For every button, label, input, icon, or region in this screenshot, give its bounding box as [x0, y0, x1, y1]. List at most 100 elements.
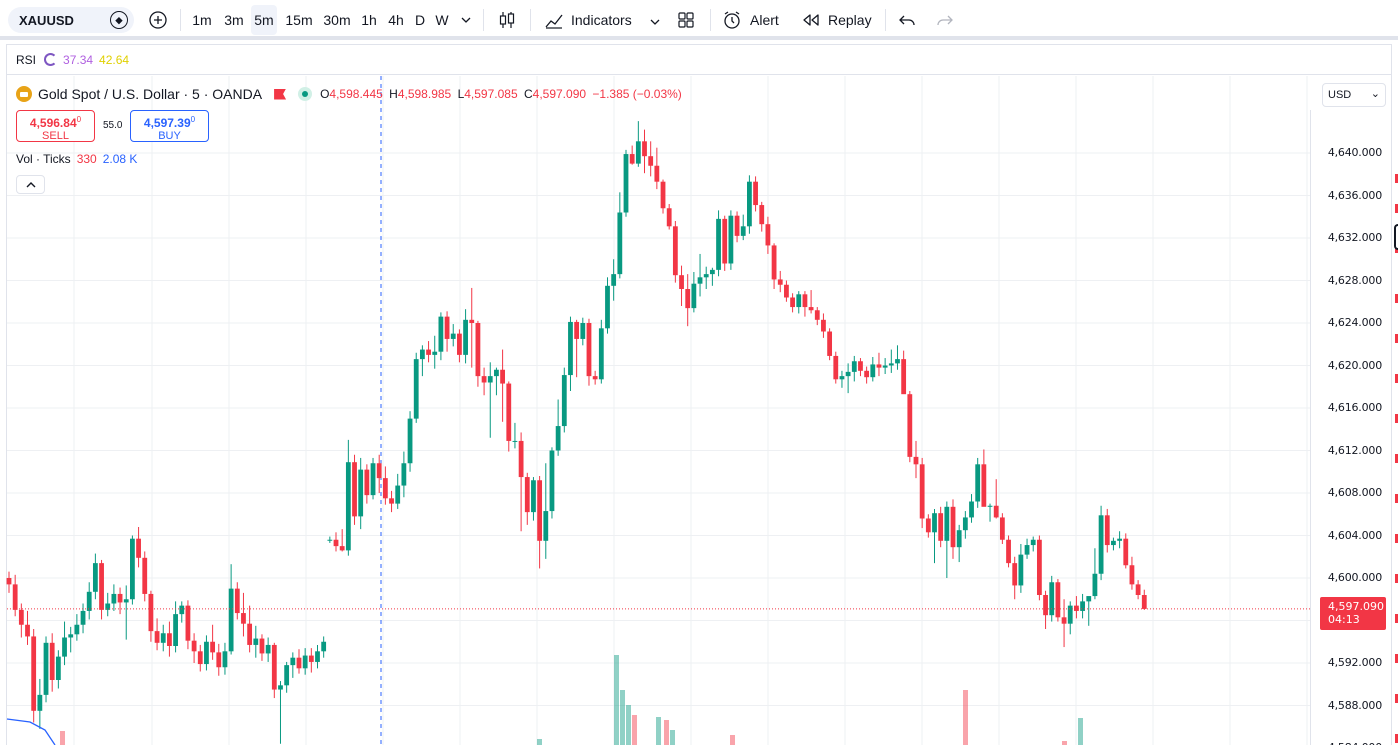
chart-pane[interactable] [6, 44, 1398, 745]
indicators-icon [544, 11, 564, 29]
candle-body [25, 624, 30, 637]
rsi-indicator-strip: RSI 37.34 42.64 [7, 45, 1391, 75]
price-axis-label: 4,632.000 [1327, 231, 1382, 244]
candle-body [1061, 617, 1067, 624]
interval-W[interactable]: W [435, 12, 449, 28]
interval-dropdown-icon[interactable] [455, 5, 477, 35]
candle-body [925, 518, 931, 533]
right-panel-toggle[interactable] [1394, 224, 1398, 250]
interval-30m[interactable]: 30m [323, 12, 351, 28]
price-axis-label: 4,636.000 [1327, 188, 1382, 202]
alert-label: Alert [750, 12, 779, 28]
candle-body [827, 331, 833, 356]
indicators-dropdown-icon[interactable] [650, 12, 660, 28]
candlestick-chart[interactable] [0, 0, 1310, 745]
interval-1h[interactable]: 1h [361, 12, 377, 28]
candle-body [697, 277, 703, 284]
candle-body [642, 141, 647, 157]
candle-body [623, 154, 629, 213]
candle-body [228, 588, 234, 652]
volume-value-2: 2.08 K [102, 152, 138, 166]
interval-4h[interactable]: 4h [388, 12, 404, 28]
candle-body [185, 605, 191, 641]
candle-body [469, 319, 475, 323]
buy-button[interactable]: 4,597.390 BUY [130, 110, 209, 142]
candle-body [173, 614, 178, 646]
symbol-badge-icon[interactable]: ◆ [110, 11, 128, 29]
candle-body [463, 319, 468, 355]
candle-body [685, 289, 691, 309]
interval-5m[interactable]: 5m [251, 5, 277, 35]
candle-body [981, 464, 987, 507]
undo-icon[interactable] [894, 5, 920, 35]
last-price-value: 4,597.090 [1328, 600, 1384, 613]
candle-body [987, 505, 993, 507]
currency-select[interactable]: USD ⌄ [1322, 83, 1386, 107]
price-axis[interactable]: 4,640.000 4,636.000 4,632.000 4,628.000 4,62… [1310, 110, 1390, 745]
indicators-button[interactable]: Indicators [540, 5, 666, 35]
collapse-legend-button[interactable] [16, 175, 45, 194]
candle-body [191, 640, 197, 652]
candle-body [216, 652, 222, 668]
interval-1m[interactable]: 1m [192, 12, 212, 28]
candle-body [55, 656, 61, 680]
candle-body [358, 469, 364, 517]
flag-icon[interactable] [274, 88, 287, 100]
candle-body [1129, 565, 1135, 585]
candle-body [932, 513, 937, 533]
candle-body [339, 546, 345, 551]
candle-body [1111, 540, 1116, 546]
symbol-name: XAUUSD [19, 12, 74, 28]
candle-body [1117, 538, 1122, 541]
candle-body [747, 181, 752, 227]
alert-marker [1395, 734, 1398, 743]
candle-body [382, 478, 388, 499]
candle-body [753, 181, 758, 206]
candle-body [549, 450, 555, 512]
candle-body [148, 593, 154, 632]
candle-body [1123, 538, 1129, 566]
alert-marker [1395, 654, 1398, 663]
candle-body [370, 463, 376, 496]
interval-3m[interactable]: 3m [224, 12, 244, 28]
interval-D[interactable]: D [414, 12, 426, 28]
candle-body [524, 477, 530, 513]
add-symbol-icon[interactable] [144, 5, 172, 35]
candle-body [167, 633, 172, 646]
candle-body [426, 349, 431, 355]
candle-body [457, 333, 462, 355]
candle-body [858, 361, 863, 371]
candle-style-icon[interactable] [492, 5, 522, 35]
templates-icon[interactable] [672, 5, 700, 35]
candle-body [777, 279, 783, 285]
candle-body [975, 464, 981, 502]
price-axis-label: 4,600.000 [1327, 571, 1382, 584]
alert-marker [1395, 204, 1398, 213]
interval-15m[interactable]: 15m [285, 12, 313, 28]
replay-button[interactable]: Replay [798, 5, 878, 35]
candle-body [419, 349, 425, 360]
candle-body [907, 394, 913, 457]
legend-title[interactable]: Gold Spot / U.S. Dollar · 5 · OANDA [38, 86, 263, 102]
alert-marker [1395, 454, 1398, 463]
candle-body [635, 141, 641, 164]
candle-body [666, 208, 672, 227]
candle-body [944, 506, 950, 541]
candle-body [771, 245, 777, 280]
market-status-icon[interactable] [298, 87, 313, 101]
replay-label: Replay [828, 12, 872, 28]
alert-button[interactable]: Alert [718, 5, 788, 35]
gold-coin-icon [16, 86, 32, 102]
candle-body [160, 633, 166, 643]
price-axis-label: 4,612.000 [1327, 443, 1382, 457]
symbol-search[interactable]: XAUUSD ◆ [8, 7, 134, 33]
redo-icon[interactable] [932, 5, 958, 35]
candle-body [1141, 595, 1147, 609]
candle-body [555, 426, 561, 451]
candle-body [784, 284, 789, 298]
sell-button[interactable]: 4,596.840 SELL [16, 110, 95, 142]
alert-marker [1395, 614, 1398, 623]
candle-body [253, 638, 259, 645]
ohlc-values: O4,598.445 H4,598.985 L4,597.085 C4,597.… [320, 87, 682, 101]
candle-body [1006, 539, 1011, 564]
